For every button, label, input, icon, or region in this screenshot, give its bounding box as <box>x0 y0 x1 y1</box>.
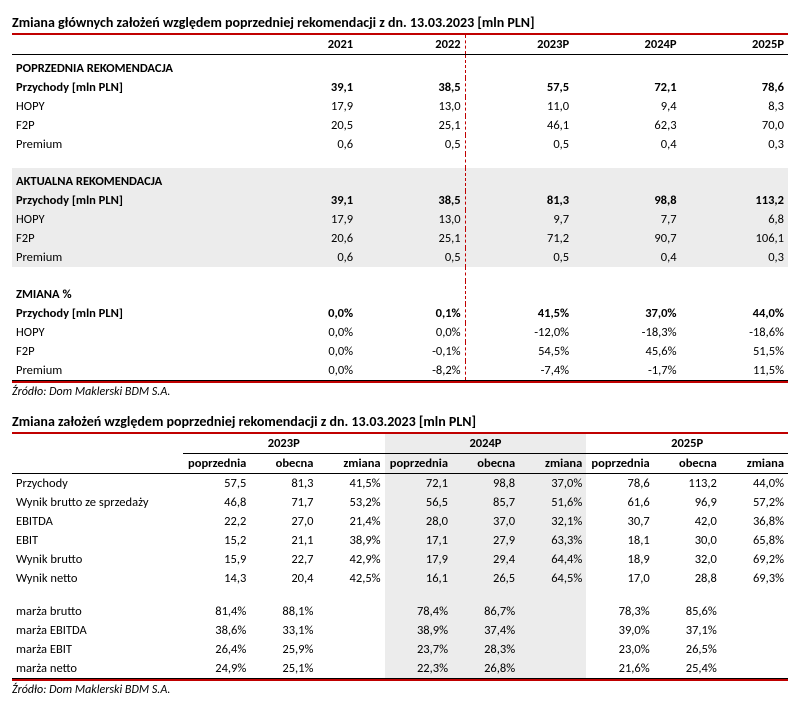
g2-head: AKTUALNA REKOMENDACJA <box>12 168 788 191</box>
table-row: Wynik brutto ze sprzedaży46,871,753,2%56… <box>12 493 788 512</box>
table-row: HOPY0,0%0,0%-12,0%-18,3%-18,6% <box>12 323 788 342</box>
table-row: marża netto24,9%25,1%22,3%26,8%21,6%25,4… <box>12 659 788 679</box>
table-row: F2P20,525,146,162,370,0 <box>12 116 788 135</box>
table-row: Premium0,60,50,50,40,3 <box>12 248 788 267</box>
table1-title: Zmiana głównych założeń względem poprzed… <box>12 14 788 31</box>
table2: 2023P 2024P 2025P poprzedniaobecnazmiana… <box>12 434 788 679</box>
col-2022: 2022 <box>357 35 465 55</box>
table1-header-row: 2021 2022 2023P 2024P 2025P <box>12 35 788 55</box>
y-2025p: 2025P <box>586 434 788 454</box>
table-row: Przychody [mln PLN]39,138,557,572,178,6 <box>12 78 788 97</box>
table2-year-row: 2023P 2024P 2025P <box>12 434 788 454</box>
g1-head: POPRZEDNIA REKOMENDACJA <box>12 55 788 79</box>
table-row: F2P0,0%-0,1%54,5%45,6%51,5% <box>12 342 788 361</box>
table-row: Premium0,0%-8,2%-7,4%-1,7%11,5% <box>12 361 788 381</box>
table-row: Premium0,60,50,50,40,3 <box>12 135 788 154</box>
col-2023p: 2023P <box>465 35 573 55</box>
table-row: marża brutto81,4%88,1%78,4%86,7%78,3%85,… <box>12 602 788 621</box>
table-row: Wynik brutto15,922,742,9%17,929,464,4%18… <box>12 550 788 569</box>
table-row: marża EBIT26,4%25,9%23,7%28,3%23,0%26,5% <box>12 640 788 659</box>
g3-head: ZMIANA % <box>12 281 788 304</box>
table1-source: Źródło: Dom Maklerski BDM S.A. <box>12 385 788 399</box>
col-2021: 2021 <box>250 35 357 55</box>
table-row: EBIT15,221,138,9%17,127,963,3%18,130,065… <box>12 531 788 550</box>
table-row: Przychody57,581,341,5%72,198,837,0%78,61… <box>12 474 788 494</box>
table-row: marża EBITDA38,6%33,1%38,9%37,4%39,0%37,… <box>12 621 788 640</box>
table-row: Wynik netto14,320,442,5%16,126,564,5%17,… <box>12 569 788 588</box>
table-row: HOPY17,913,09,77,76,8 <box>12 210 788 229</box>
table-row: Przychody [mln PLN]0,0%0,1%41,5%37,0%44,… <box>12 304 788 323</box>
divider <box>12 679 788 681</box>
table-row: Przychody [mln PLN]39,138,581,398,8113,2 <box>12 191 788 210</box>
table-row: F2P20,625,171,290,7106,1 <box>12 229 788 248</box>
table2-title: Zmiana założeń względem poprzedniej reko… <box>12 413 788 430</box>
divider <box>12 381 788 383</box>
y-2023p: 2023P <box>183 434 385 454</box>
table2-sub-row: poprzedniaobecnazmiana poprzedniaobecnaz… <box>12 454 788 474</box>
table-row: EBITDA22,227,021,4%28,037,032,1%30,742,0… <box>12 512 788 531</box>
table-row: HOPY17,913,011,09,48,3 <box>12 97 788 116</box>
col-2024p: 2024P <box>573 35 680 55</box>
y-2024p: 2024P <box>385 434 587 454</box>
table1: 2021 2022 2023P 2024P 2025P POPRZEDNIA R… <box>12 35 788 381</box>
col-2025p: 2025P <box>681 35 788 55</box>
